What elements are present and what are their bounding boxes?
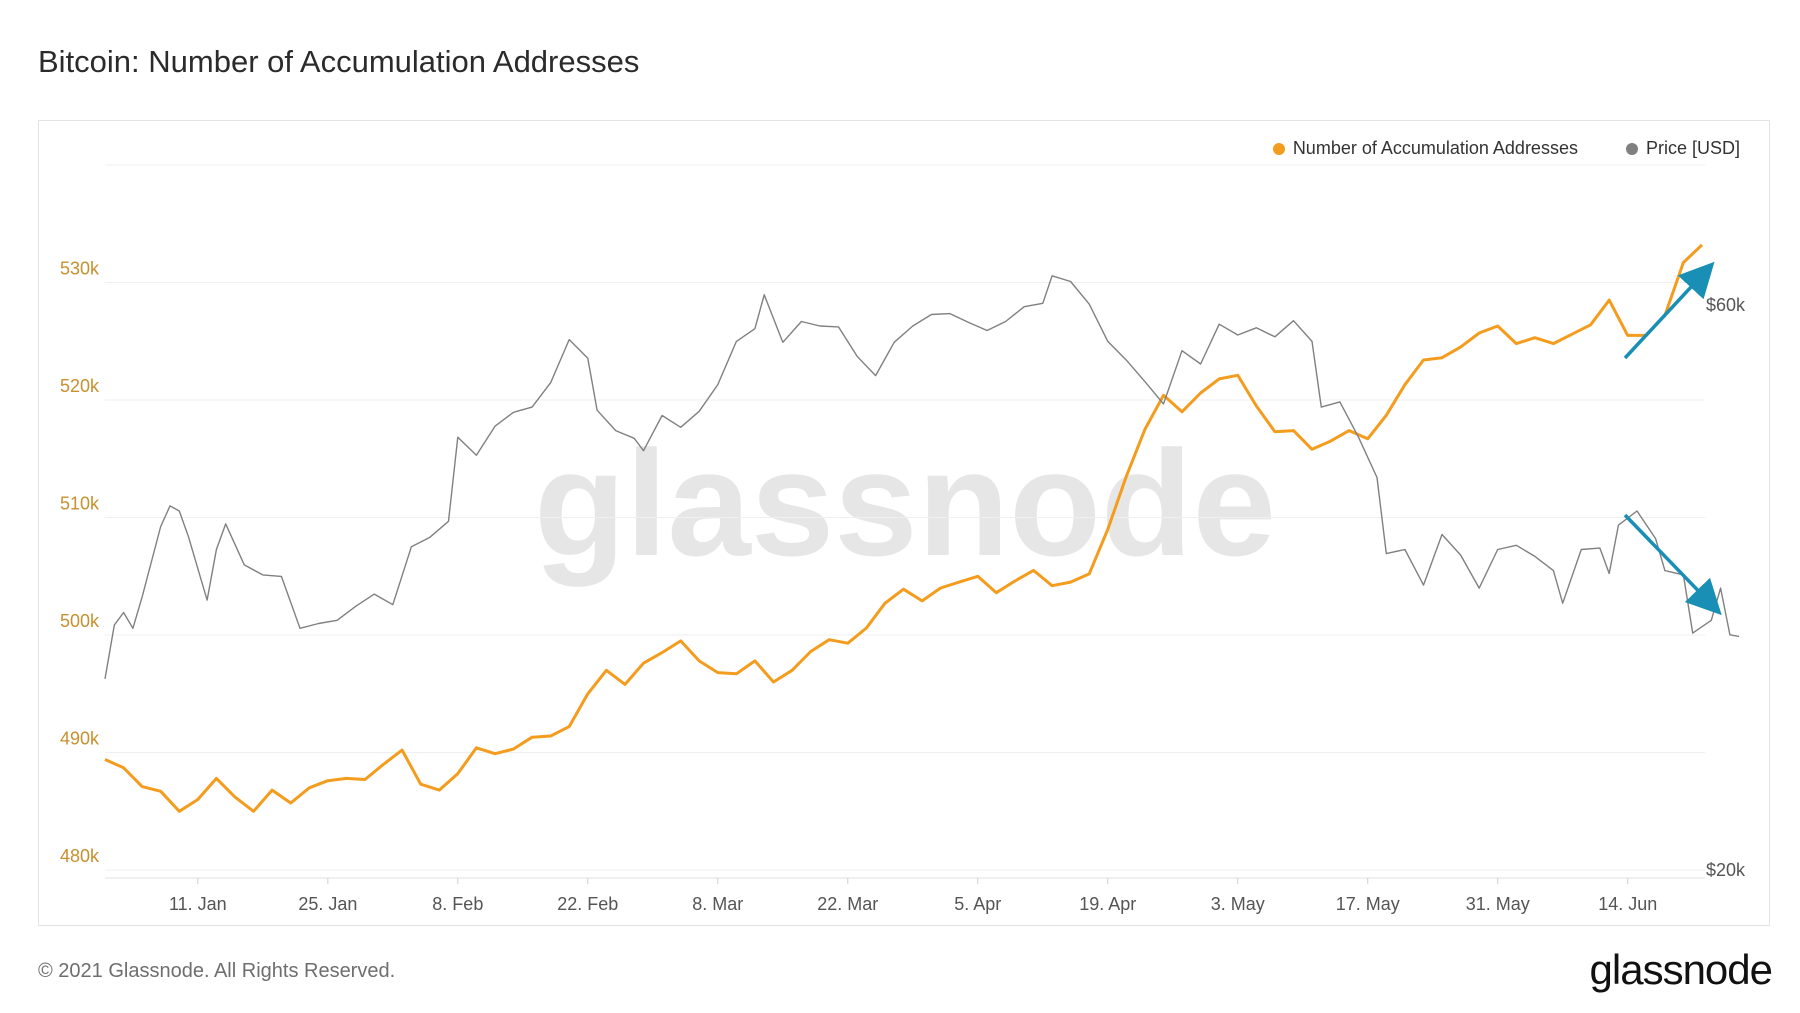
x-tick-label: 17. May	[1336, 894, 1400, 914]
y-tick-label: 500k	[60, 611, 100, 631]
legend-dot-icon	[1625, 142, 1638, 155]
x-tick-label: 11. Jan	[169, 894, 227, 914]
legend-item-price[interactable]: Price [USD]	[1625, 138, 1740, 159]
x-tick-label: 14. Jun	[1598, 894, 1657, 914]
x-tick-label: 31. May	[1466, 894, 1530, 914]
legend-label: Price [USD]	[1645, 138, 1740, 158]
chart-frame	[38, 120, 1770, 926]
watermark: glassnode	[534, 419, 1276, 587]
x-tick-label: 8. Mar	[692, 894, 743, 914]
legend: Number of Accumulation Addresses Price […	[1272, 138, 1740, 159]
y-tick-label: 530k	[60, 259, 100, 279]
copyright: © 2021 Glassnode. All Rights Reserved.	[38, 960, 396, 982]
series-layer	[104, 243, 1740, 813]
legend-dot-icon	[1272, 142, 1285, 155]
y-right-tick-label: $20k	[1706, 860, 1746, 880]
y-right-tick-label: $60k	[1706, 295, 1746, 315]
left-axis: 480k 490k 500k 510k 520k 530k	[60, 259, 100, 867]
y-tick-label: 520k	[60, 376, 100, 396]
trend-arrow-up-icon	[1623, 261, 1715, 360]
x-tick-label: 5. Apr	[954, 894, 1001, 914]
series-line-accumulation	[104, 243, 1704, 813]
x-tick-label: 3. May	[1211, 894, 1265, 914]
series-line-price	[104, 275, 1740, 680]
x-tick-label: 22. Feb	[557, 894, 618, 914]
trend-arrow-down-icon	[1623, 513, 1722, 616]
right-axis: $20k $60k	[1706, 295, 1746, 880]
annotation-layer	[1623, 261, 1722, 616]
brand-logo: glassnode	[1589, 946, 1773, 993]
y-tick-label: 480k	[60, 846, 100, 866]
legend-label: Number of Accumulation Addresses	[1292, 138, 1578, 158]
x-tick-label: 22. Mar	[817, 894, 878, 914]
x-tick-label: 19. Apr	[1079, 894, 1136, 914]
y-tick-label: 510k	[60, 494, 100, 514]
legend-item-accumulation[interactable]: Number of Accumulation Addresses	[1272, 138, 1578, 159]
x-tick-label: 8. Feb	[432, 894, 483, 914]
y-tick-label: 490k	[60, 729, 100, 749]
chart-title: Bitcoin: Number of Accumulation Addresse…	[38, 44, 640, 79]
x-tick-label: 25. Jan	[298, 894, 357, 914]
grid-lines	[105, 164, 1705, 871]
x-axis: 11. Jan 25. Jan 8. Feb 22. Feb 8. Mar 22. Mar…	[105, 877, 1705, 914]
